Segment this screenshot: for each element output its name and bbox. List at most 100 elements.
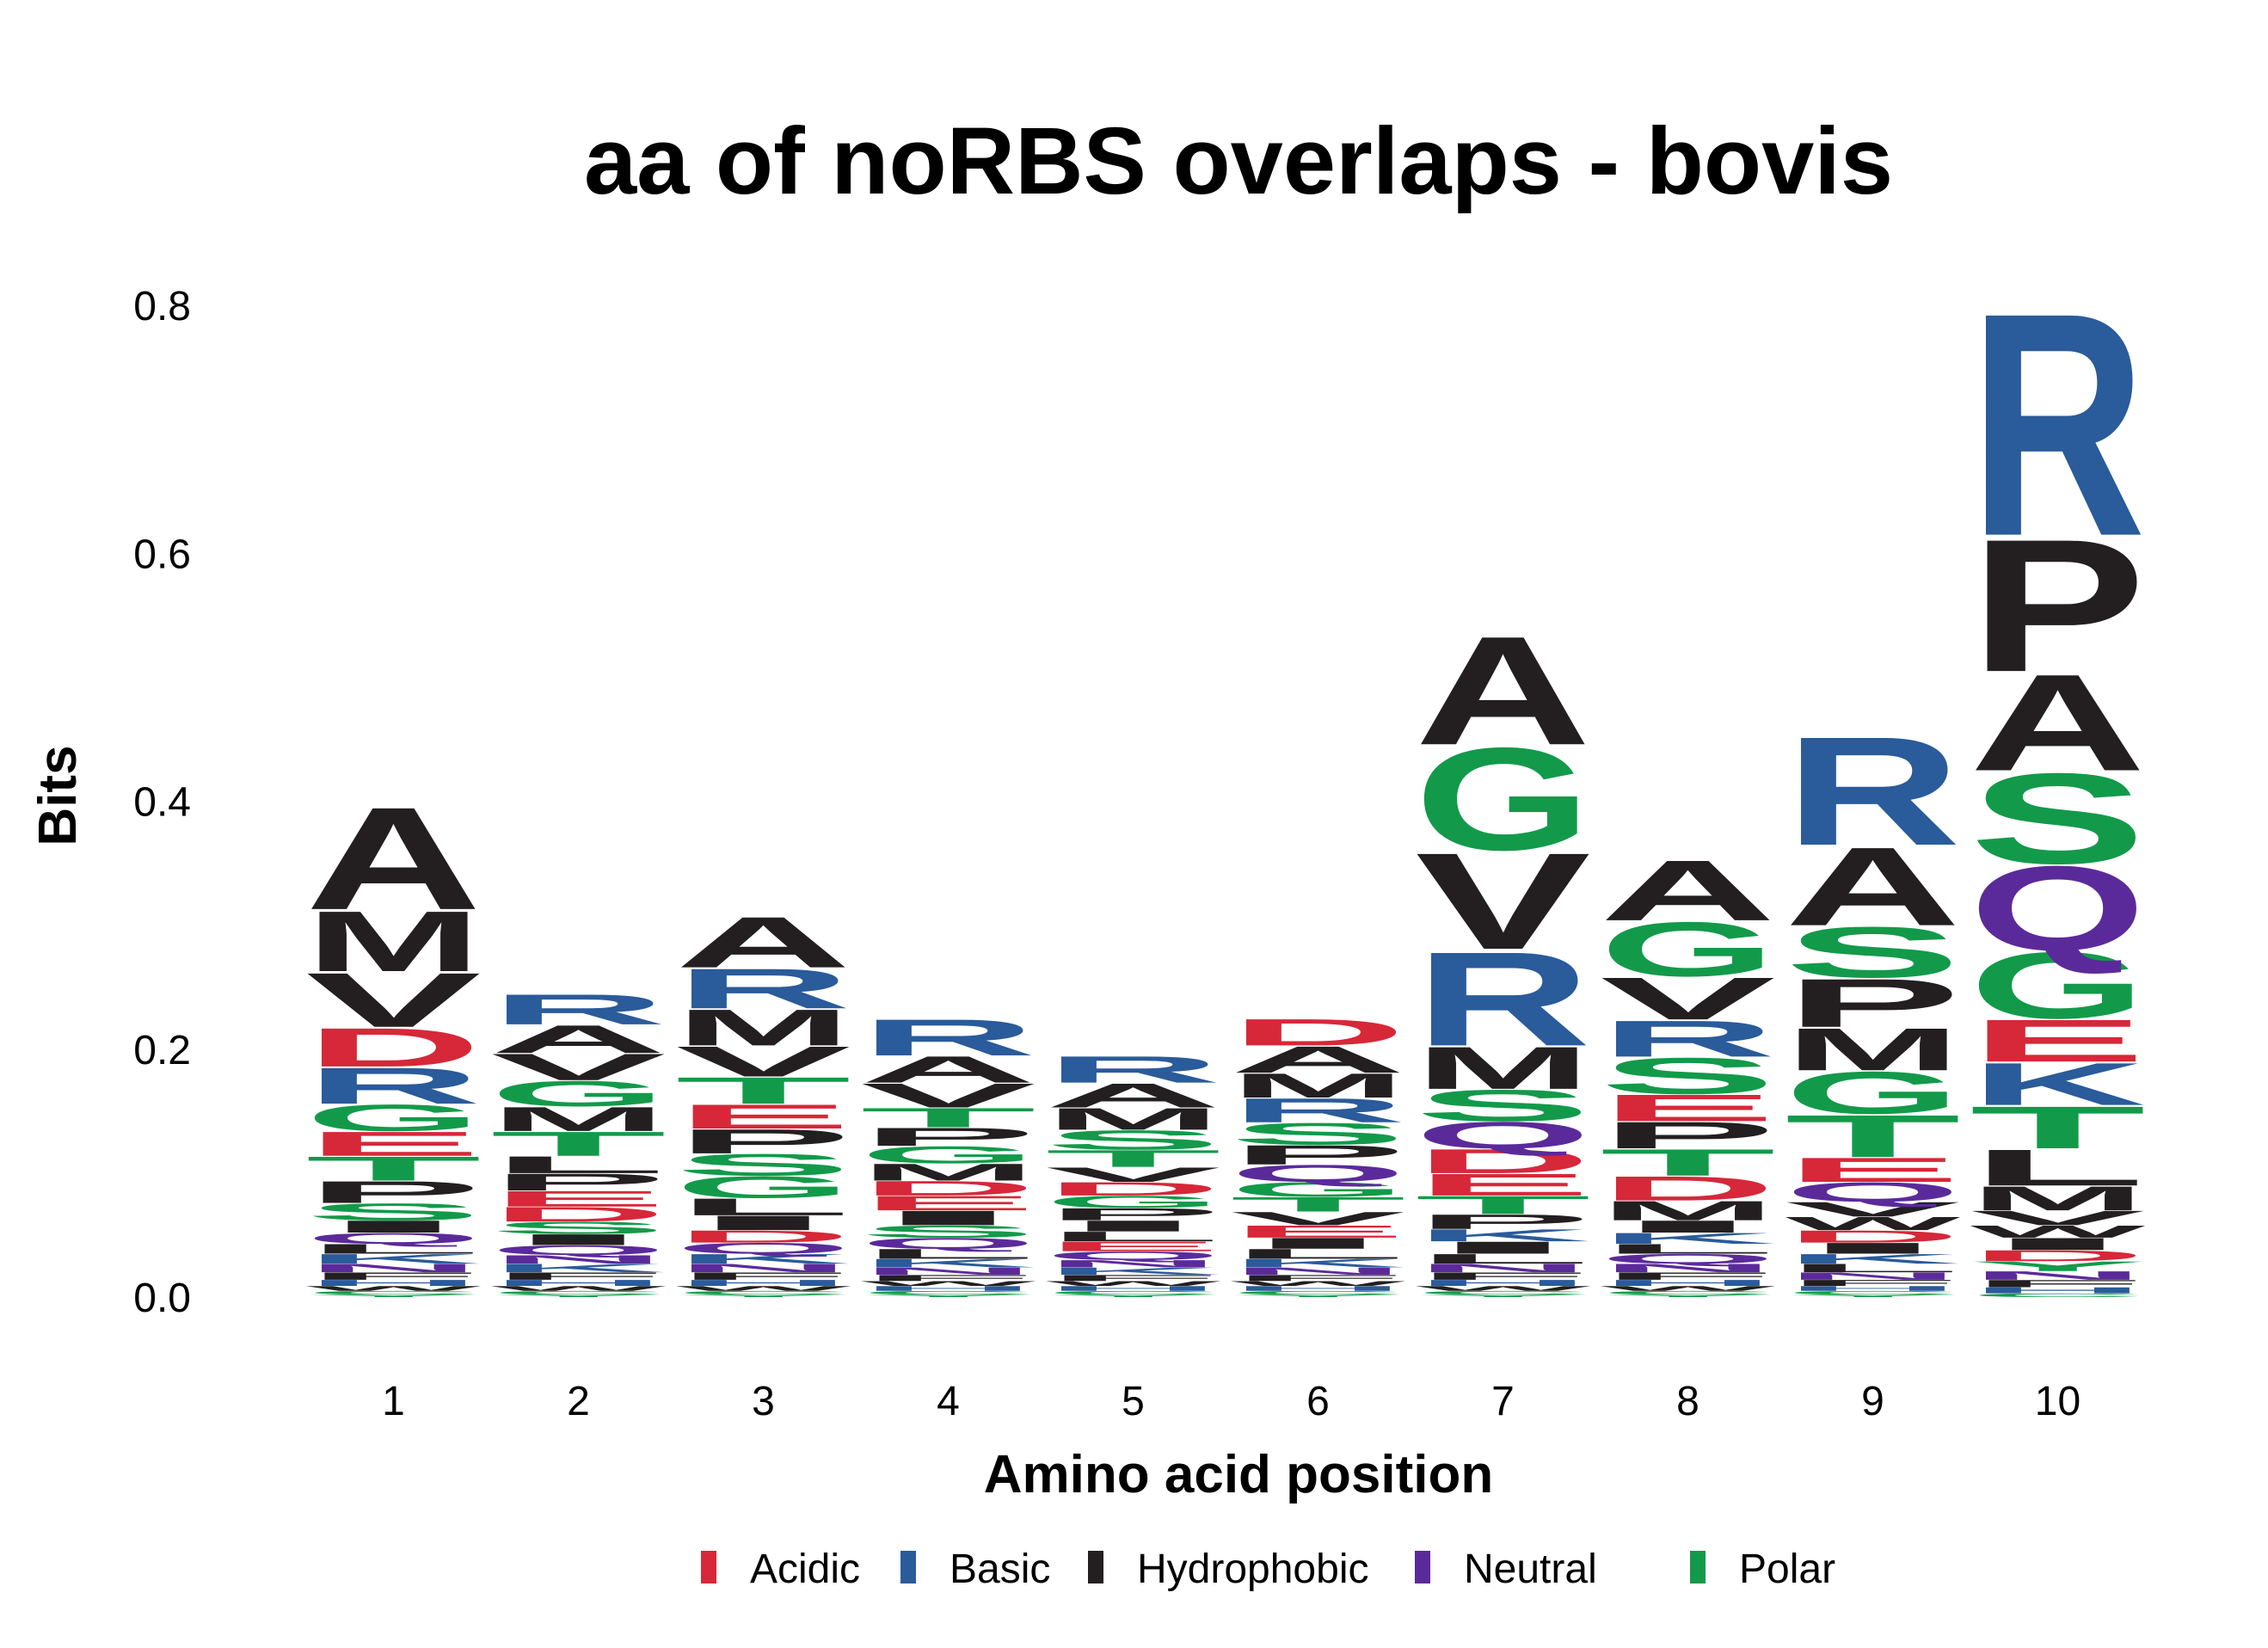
- logo-letter: W: [1601, 1285, 1776, 1293]
- logo-letter: L: [305, 1241, 482, 1257]
- logo-letter: T: [1045, 1145, 1221, 1171]
- logo-letter: K: [1600, 1230, 1776, 1247]
- x-tick-label: 9: [1861, 1379, 1884, 1424]
- logo-letter: D: [1600, 1169, 1776, 1208]
- logo-letter: D: [1230, 1012, 1406, 1054]
- x-tick-label: 8: [1676, 1379, 1699, 1424]
- logo-letter: I: [1970, 1234, 2146, 1253]
- logo-letter: R: [860, 1009, 1036, 1067]
- logo-letter: L: [675, 1194, 851, 1221]
- logo-letter: Q: [1785, 1177, 1961, 1208]
- logo-letter: Y: [305, 1294, 482, 1297]
- logo-letter: S: [1600, 1047, 1776, 1104]
- logo-letter: Y: [860, 1294, 1036, 1297]
- logo-letter: W: [491, 1285, 667, 1293]
- logo-letter: N: [1045, 1258, 1221, 1270]
- logo-letter: G: [1785, 1059, 1961, 1126]
- logo-letter: R: [305, 1057, 482, 1115]
- x-axis-title: Amino acid position: [984, 1445, 1493, 1504]
- y-axis-title: Bits: [28, 745, 88, 846]
- logo-letter: S: [675, 1147, 851, 1182]
- x-tick-label: 10: [2035, 1379, 2081, 1424]
- logo-letter: T: [490, 1125, 667, 1164]
- logo-letter: M: [1600, 1196, 1776, 1227]
- logo-letter: E: [305, 1125, 482, 1164]
- logo-letter: V: [1785, 1198, 1960, 1221]
- logo-letter: L: [1970, 1139, 2146, 1196]
- logo-letter: G: [860, 1141, 1036, 1168]
- legend-swatch: [701, 1551, 716, 1583]
- logo-letter: G: [675, 1170, 851, 1204]
- logo-letter: Q: [1970, 841, 2146, 976]
- logo-stacks: YCWHFNKLQISPTEGRDVMAYCWHFKNQISDEPLTMGVAR…: [305, 246, 2146, 1298]
- logo-letter: T: [1785, 1103, 1961, 1170]
- logo-letter: M: [1230, 1067, 1406, 1105]
- logo-letter: H: [1970, 1286, 2146, 1295]
- y-tick-label: 0.6: [133, 532, 191, 577]
- logo-letter: V: [1415, 824, 1590, 978]
- logo-letter: T: [1415, 1190, 1591, 1220]
- logo-letter: D: [1415, 1142, 1591, 1181]
- logo-letter: Q: [675, 1239, 851, 1257]
- logo-letter: Y: [675, 1294, 851, 1297]
- logo-letter: C: [1785, 1290, 1961, 1296]
- logo-letter: F: [305, 1270, 482, 1282]
- logo-letter: H: [305, 1278, 482, 1288]
- logo-letter: F: [1785, 1278, 1961, 1288]
- logo-letter: R: [1600, 1010, 1776, 1067]
- logo-letter: V: [860, 1076, 1036, 1115]
- logo-letter: S: [860, 1222, 1036, 1241]
- logo-letter: Y: [490, 1294, 667, 1297]
- logo-letter: S: [1785, 912, 1961, 993]
- logo-letter: K: [1045, 1265, 1221, 1276]
- logo-letter: K: [1415, 1226, 1591, 1245]
- legend-label: Polar: [1739, 1547, 1835, 1592]
- logo-letter: P: [1785, 964, 1961, 1041]
- logo-letter: F: [860, 1273, 1036, 1282]
- logo-letter: K: [305, 1251, 482, 1267]
- logo-letter: A: [1415, 605, 1591, 778]
- logo-letter: Q: [860, 1234, 1036, 1251]
- logo-letter: H: [1045, 1285, 1221, 1293]
- logo-letter: P: [1415, 1210, 1591, 1233]
- logo-letter: V: [1970, 1207, 2145, 1230]
- logo-letter: W: [1786, 1213, 1961, 1234]
- logo-letter: D: [1785, 1227, 1961, 1245]
- logo-letter: A: [1600, 843, 1776, 939]
- logo-letter: F: [1045, 1273, 1221, 1282]
- logo-letter: M: [860, 1159, 1036, 1185]
- logo-letter: F: [1415, 1270, 1591, 1282]
- logo-letter: G: [1045, 1192, 1221, 1211]
- logo-letter: E: [675, 1098, 851, 1136]
- logo-letter: K: [490, 1261, 667, 1275]
- logo-letter: S: [1970, 747, 2146, 891]
- logo-letter: F: [490, 1270, 667, 1282]
- logo-letter: I: [1785, 1239, 1961, 1257]
- logo-letter: R: [1230, 1091, 1406, 1130]
- logo-letter: R: [1785, 705, 1961, 878]
- logo-letter: A: [1045, 1076, 1221, 1115]
- logo-letter: C: [1600, 1290, 1776, 1296]
- legend-swatch: [1415, 1551, 1430, 1583]
- logo-letter: N: [1230, 1265, 1406, 1276]
- logo-letter: E: [1415, 1167, 1591, 1202]
- logo-letter: T: [860, 1103, 1036, 1134]
- chart-title: aa of noRBS overlaps - bovis: [584, 108, 1893, 214]
- logo-letter: Q: [1045, 1249, 1221, 1263]
- logo-letter: Q: [1600, 1251, 1776, 1267]
- logo-letter: E: [1230, 1222, 1406, 1241]
- logo-letter: C: [1230, 1290, 1406, 1296]
- logo-letter: A: [860, 1048, 1036, 1091]
- logo-letter: G: [1970, 932, 2146, 1038]
- x-axis-ticks: 1 2 3 4 5 6 7 8 9 10: [382, 1379, 2081, 1424]
- legend-swatch: [1088, 1551, 1103, 1583]
- logo-letter: P: [860, 1122, 1036, 1152]
- logo-letter: I: [860, 1207, 1036, 1230]
- logo-letter: P: [305, 1175, 482, 1209]
